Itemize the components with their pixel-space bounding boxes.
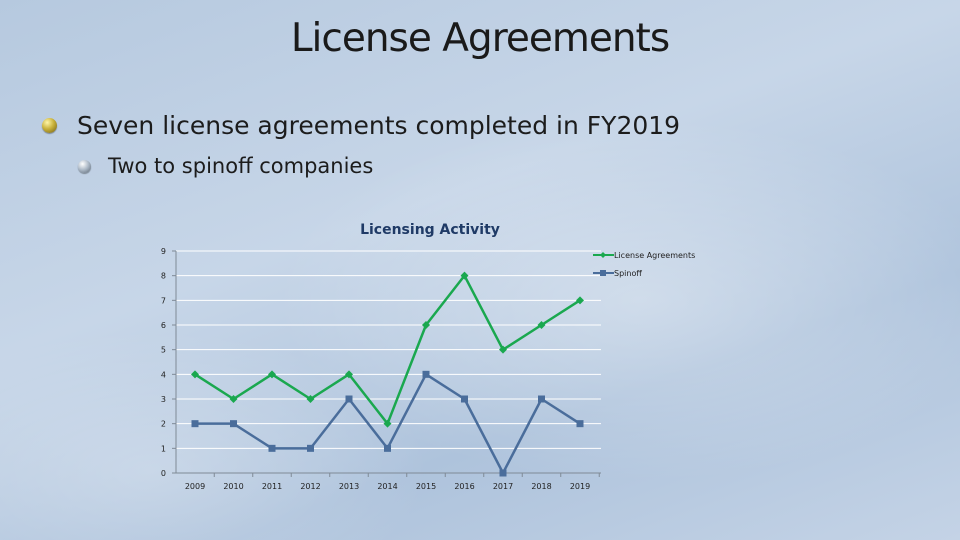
- chart-legend: License Agreements Spinoff: [593, 251, 695, 278]
- data-point: [229, 395, 238, 403]
- legend-marker: [600, 252, 606, 258]
- data-point: [268, 444, 276, 452]
- data-point: [576, 420, 584, 428]
- y-tick-label: 7: [161, 296, 166, 305]
- x-tick-label: 2011: [262, 482, 282, 491]
- legend-label: Spinoff: [614, 269, 642, 278]
- data-point: [268, 370, 276, 379]
- chart-gridlines: [172, 250, 601, 477]
- data-point: [383, 419, 392, 428]
- data-point: [499, 345, 507, 354]
- data-point: [576, 296, 584, 305]
- legend-marker: [600, 270, 606, 276]
- bullet-text: Seven license agreements completed in FY…: [77, 111, 681, 140]
- y-tick-label: 0: [161, 469, 166, 478]
- silver-bullet-icon: [78, 159, 91, 173]
- y-tick-label: 3: [161, 395, 166, 404]
- data-point: [345, 395, 353, 403]
- data-point: [461, 395, 468, 403]
- data-point: [384, 444, 391, 452]
- data-point: [422, 370, 430, 378]
- x-tick-label: 2009: [185, 482, 205, 491]
- data-point: [230, 420, 237, 428]
- data-point: [538, 395, 545, 403]
- data-point: [345, 370, 353, 379]
- slide-title: License Agreements: [290, 16, 670, 61]
- x-tick-label: 2014: [377, 482, 397, 491]
- x-tick-label: 2018: [531, 482, 551, 491]
- bullet-level-2: Two to spinoff companies: [78, 154, 373, 178]
- x-tick-label: 2019: [570, 482, 590, 491]
- x-tick-label: 2010: [223, 482, 243, 491]
- bullet-text: Two to spinoff companies: [108, 154, 374, 178]
- x-tick-label: 2012: [300, 482, 320, 491]
- chart-title: Licensing Activity: [360, 222, 500, 238]
- x-tick-label: 2015: [416, 482, 436, 491]
- y-tick-label: 6: [161, 321, 166, 330]
- bullet-level-1: Seven license agreements completed in FY…: [42, 111, 680, 140]
- x-tick-label: 2013: [339, 482, 359, 491]
- y-tick-label: 1: [161, 444, 166, 453]
- x-tick-label: 2016: [454, 482, 474, 491]
- y-axis-ticks: 0 1 2 3 4 5 6 7 8 9: [161, 247, 166, 478]
- data-point: [306, 395, 315, 403]
- x-axis-ticks: 2009 2010 2011 2012 2013 2014 2015 2016 2017 2018…: [185, 482, 590, 491]
- data-point: [460, 271, 469, 280]
- legend-label: License Agreements: [614, 251, 695, 260]
- data-point: [191, 420, 199, 428]
- data-point: [537, 321, 546, 329]
- y-tick-label: 5: [161, 346, 166, 355]
- y-tick-label: 2: [161, 420, 166, 429]
- y-tick-label: 9: [161, 247, 166, 256]
- data-point: [307, 444, 314, 452]
- y-tick-label: 8: [161, 272, 166, 281]
- gold-bullet-icon: [42, 118, 57, 133]
- data-point: [422, 321, 430, 329]
- y-tick-label: 4: [161, 370, 166, 379]
- data-point: [191, 370, 199, 379]
- data-point: [499, 469, 507, 477]
- x-tick-label: 2017: [493, 482, 513, 491]
- chart-series: [191, 271, 584, 477]
